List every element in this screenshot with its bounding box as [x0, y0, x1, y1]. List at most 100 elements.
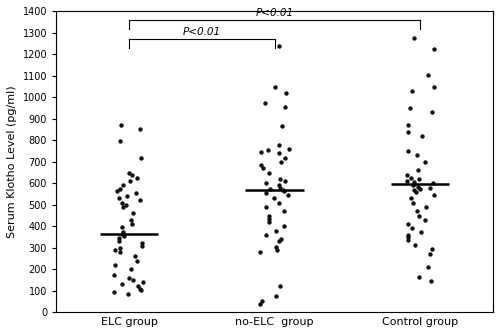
Point: [410, 36, 418, 41]
Point: [278, 124, 286, 129]
Point: [266, 213, 274, 218]
Point: [424, 72, 432, 77]
Point: [257, 150, 265, 155]
Point: [116, 186, 124, 191]
Point: [403, 172, 411, 177]
Point: [416, 274, 424, 280]
Point: [256, 301, 264, 306]
Point: [284, 192, 292, 198]
Point: [262, 204, 270, 210]
Point: [132, 190, 140, 196]
Point: [412, 189, 420, 195]
Point: [117, 123, 125, 128]
Point: [418, 133, 426, 139]
Point: [411, 242, 419, 247]
Point: [278, 159, 285, 164]
Point: [406, 106, 413, 111]
Point: [416, 186, 424, 191]
Point: [415, 213, 423, 218]
Point: [414, 168, 422, 173]
Point: [276, 185, 284, 190]
Point: [122, 202, 130, 207]
Point: [426, 252, 434, 257]
Point: [258, 299, 266, 304]
Point: [274, 238, 282, 244]
Point: [408, 226, 416, 231]
Point: [119, 183, 127, 188]
Point: [272, 244, 280, 249]
Point: [404, 237, 412, 243]
Point: [260, 166, 268, 171]
Point: [281, 178, 289, 184]
Point: [136, 198, 144, 203]
Point: [276, 200, 283, 205]
Point: [264, 170, 272, 175]
Point: [118, 282, 126, 287]
Point: [281, 104, 289, 110]
Point: [271, 84, 279, 89]
Point: [408, 200, 416, 205]
Point: [265, 219, 273, 225]
Point: [116, 139, 124, 144]
Point: [128, 217, 136, 222]
Point: [277, 236, 285, 242]
Point: [110, 272, 118, 277]
Point: [410, 183, 418, 188]
Point: [124, 193, 132, 199]
Point: [136, 126, 144, 131]
Point: [404, 232, 411, 237]
Point: [272, 293, 280, 299]
Point: [414, 176, 422, 182]
Point: [408, 175, 416, 181]
Point: [126, 275, 134, 281]
Point: [138, 287, 145, 292]
Point: [128, 172, 136, 177]
Point: [276, 142, 283, 147]
Point: [414, 184, 422, 189]
Point: [410, 182, 418, 187]
Point: [270, 196, 278, 201]
Point: [264, 216, 272, 221]
Point: [262, 232, 270, 237]
Point: [404, 178, 411, 184]
Point: [280, 155, 288, 160]
Point: [115, 196, 123, 201]
Point: [422, 204, 430, 210]
Point: [262, 100, 270, 106]
Point: [110, 289, 118, 295]
Point: [127, 267, 135, 272]
Point: [134, 284, 142, 289]
Point: [120, 233, 128, 238]
Point: [136, 286, 144, 291]
Point: [410, 187, 418, 192]
Point: [111, 247, 119, 253]
Point: [417, 229, 425, 234]
Point: [272, 247, 280, 253]
Point: [429, 181, 437, 186]
Point: [280, 208, 287, 214]
Point: [256, 249, 264, 255]
Point: [280, 188, 288, 193]
Point: [132, 175, 140, 181]
Point: [430, 84, 438, 89]
Point: [404, 123, 411, 128]
Point: [138, 241, 146, 246]
Point: [413, 153, 421, 158]
Point: [124, 170, 132, 175]
Point: [131, 254, 139, 259]
Point: [428, 110, 436, 115]
Point: [285, 146, 293, 152]
Point: [264, 147, 272, 153]
Point: [128, 221, 136, 227]
Point: [256, 162, 264, 168]
Point: [428, 246, 436, 252]
Point: [126, 178, 134, 184]
Point: [430, 46, 438, 52]
Point: [413, 208, 421, 214]
Point: [422, 217, 430, 222]
Point: [115, 238, 123, 244]
Point: [139, 280, 147, 285]
Point: [137, 155, 145, 160]
Point: [421, 159, 429, 164]
Point: [426, 185, 434, 190]
